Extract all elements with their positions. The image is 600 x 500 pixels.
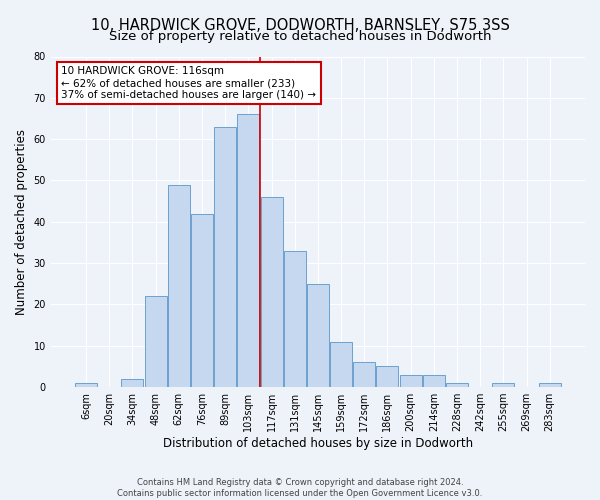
Text: 10 HARDWICK GROVE: 116sqm
← 62% of detached houses are smaller (233)
37% of semi: 10 HARDWICK GROVE: 116sqm ← 62% of detac…	[61, 66, 316, 100]
Bar	[284, 250, 306, 387]
Bar	[307, 284, 329, 387]
Bar	[400, 374, 422, 387]
Bar	[539, 383, 561, 387]
Text: Size of property relative to detached houses in Dodworth: Size of property relative to detached ho…	[109, 30, 491, 43]
Y-axis label: Number of detached properties: Number of detached properties	[15, 129, 28, 315]
Bar	[446, 383, 468, 387]
Bar	[260, 197, 283, 387]
Bar	[214, 126, 236, 387]
Bar	[353, 362, 375, 387]
Bar	[168, 184, 190, 387]
Bar	[121, 379, 143, 387]
Text: 10, HARDWICK GROVE, DODWORTH, BARNSLEY, S75 3SS: 10, HARDWICK GROVE, DODWORTH, BARNSLEY, …	[91, 18, 509, 32]
Bar	[238, 114, 259, 387]
X-axis label: Distribution of detached houses by size in Dodworth: Distribution of detached houses by size …	[163, 437, 473, 450]
Bar	[191, 214, 213, 387]
Bar	[423, 374, 445, 387]
Bar	[493, 383, 514, 387]
Bar	[376, 366, 398, 387]
Text: Contains HM Land Registry data © Crown copyright and database right 2024.
Contai: Contains HM Land Registry data © Crown c…	[118, 478, 482, 498]
Bar	[145, 296, 167, 387]
Bar	[75, 383, 97, 387]
Bar	[330, 342, 352, 387]
